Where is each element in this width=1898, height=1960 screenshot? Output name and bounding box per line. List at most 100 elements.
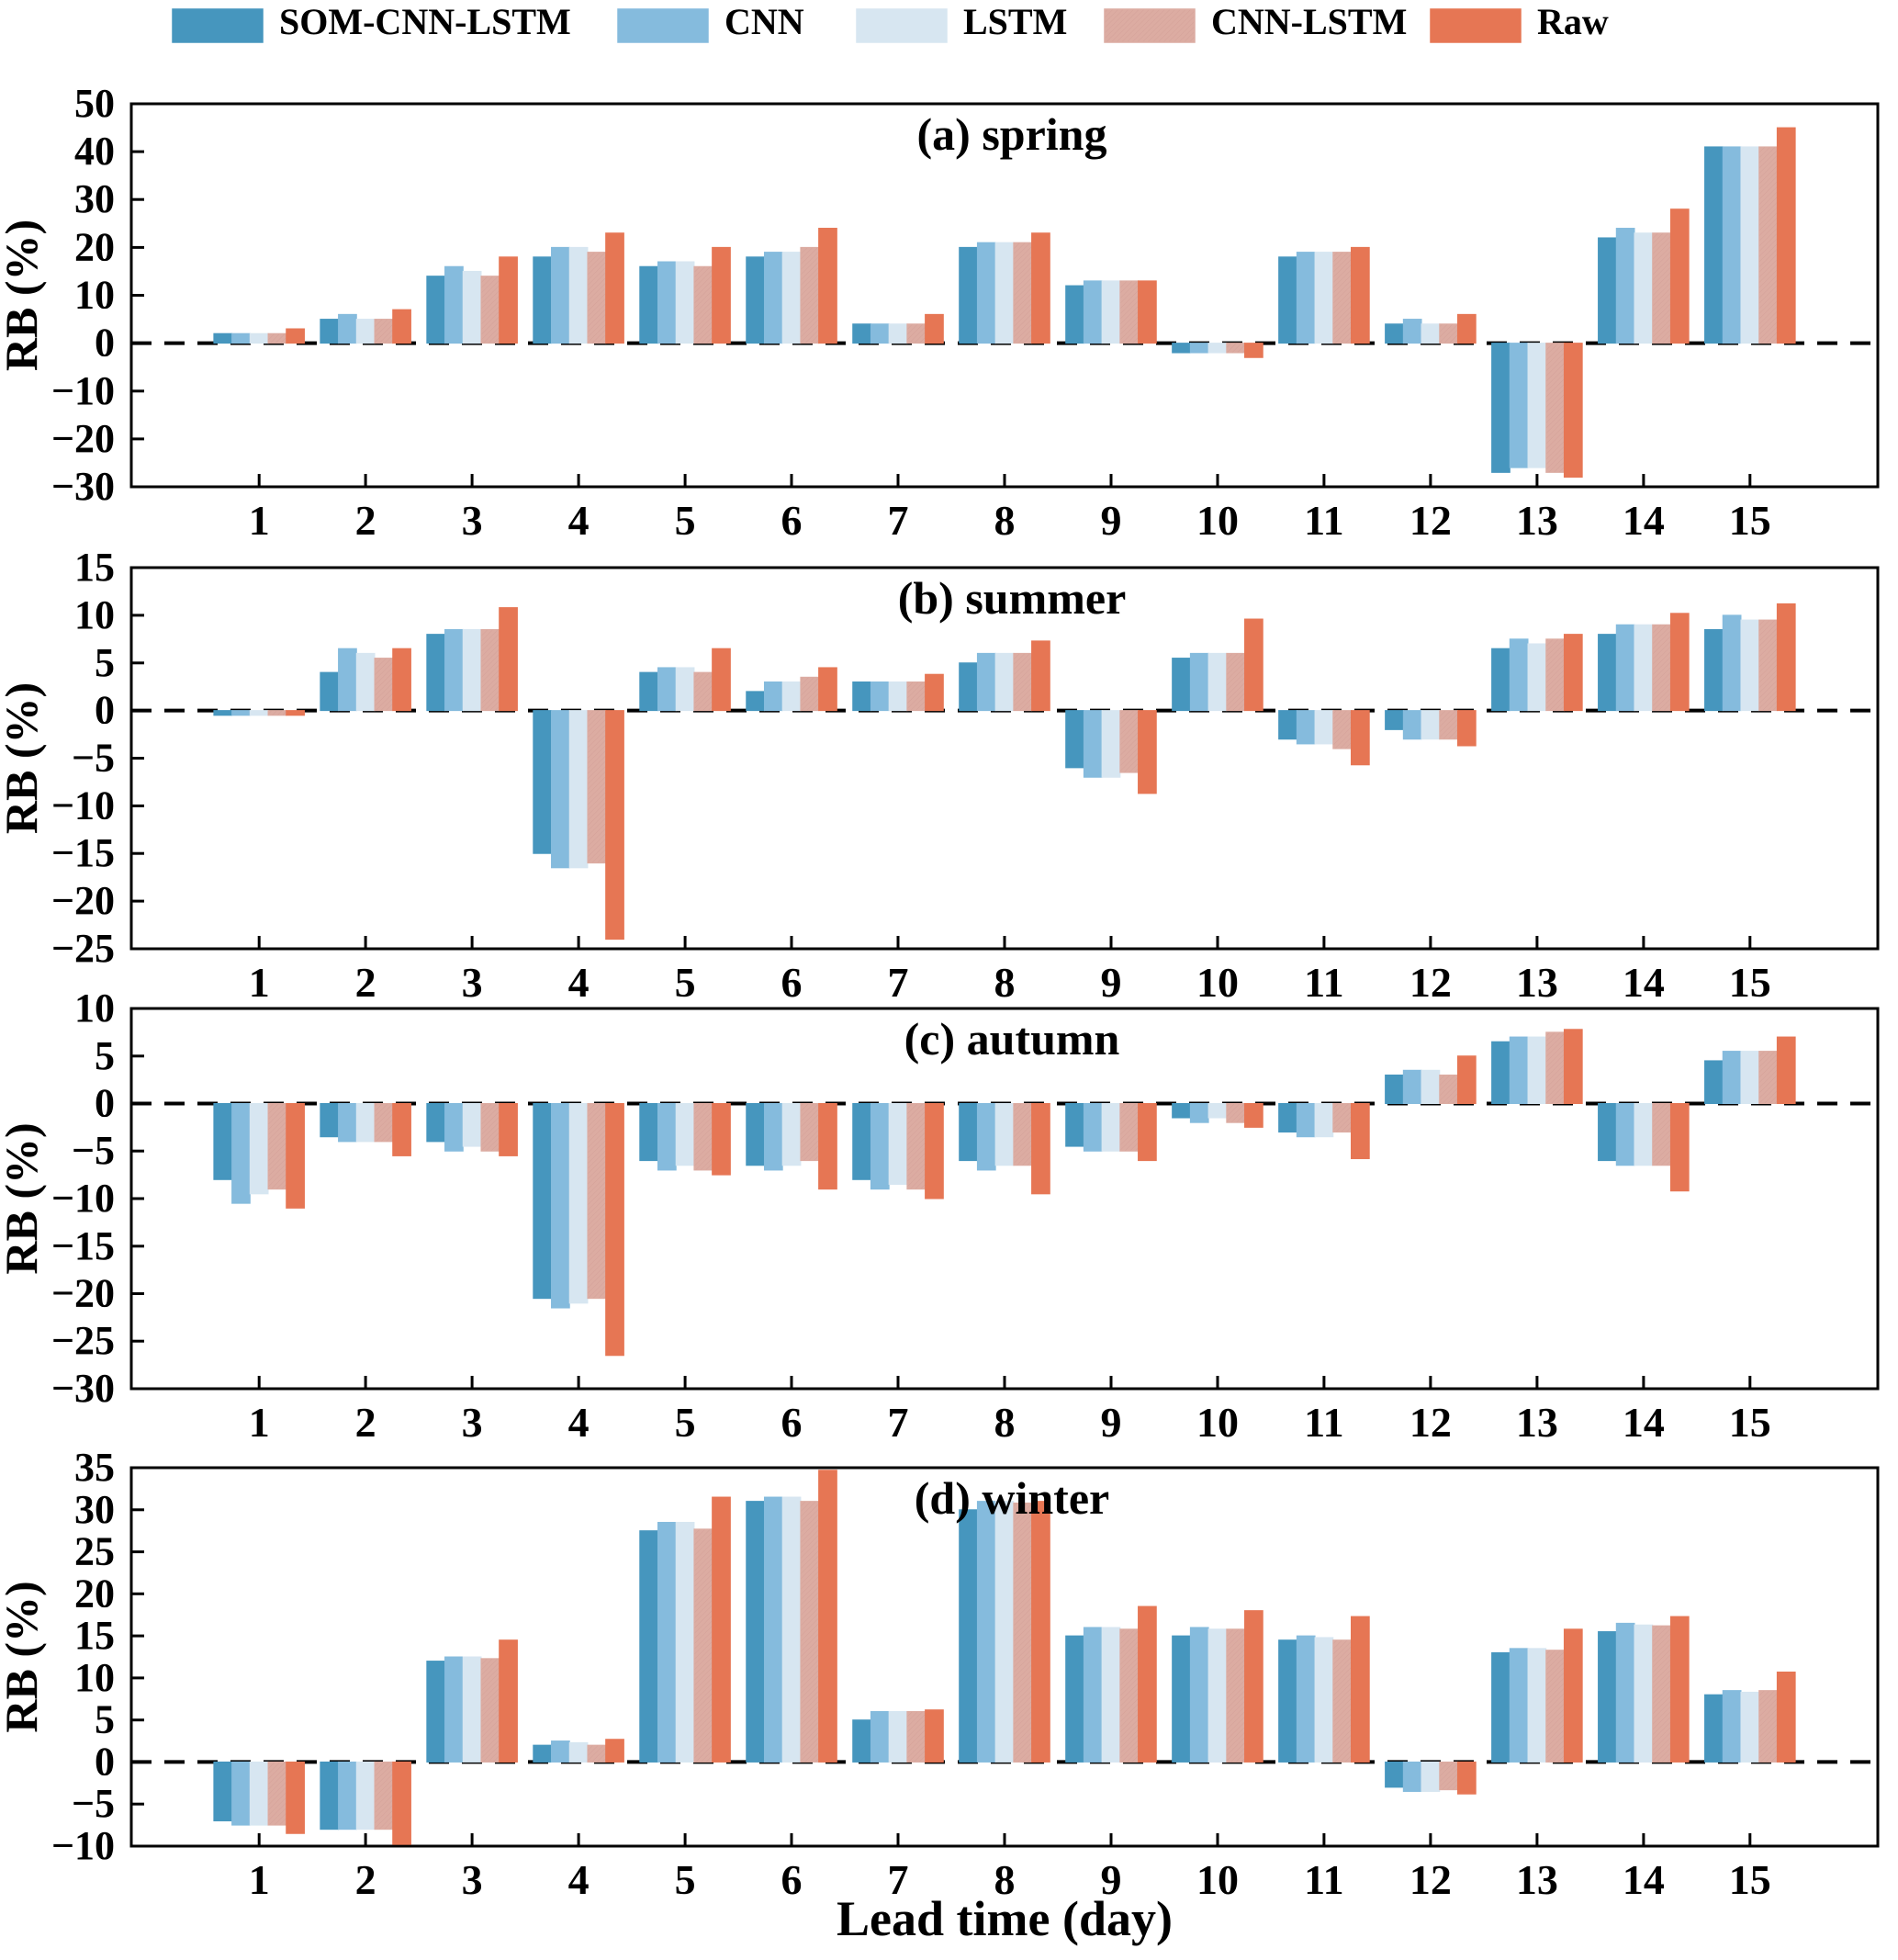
- svg-text:13: 13: [1516, 1856, 1558, 1903]
- svg-text:2: 2: [355, 1399, 376, 1446]
- svg-text:12: 12: [1409, 497, 1452, 544]
- svg-text:5: 5: [675, 497, 696, 544]
- svg-text:12: 12: [1409, 1856, 1452, 1903]
- svg-text:15: 15: [1729, 1399, 1771, 1446]
- svg-text:9: 9: [1101, 1399, 1122, 1446]
- svg-text:14: 14: [1623, 497, 1665, 544]
- svg-text:1: 1: [249, 497, 270, 544]
- svg-text:4: 4: [568, 1399, 590, 1446]
- svg-text:1: 1: [249, 959, 270, 1006]
- svg-text:13: 13: [1516, 497, 1558, 544]
- svg-text:40: 40: [74, 129, 115, 174]
- svg-text:−10: −10: [51, 783, 115, 828]
- svg-text:4: 4: [568, 959, 590, 1006]
- svg-text:8: 8: [994, 497, 1016, 544]
- svg-text:5: 5: [95, 640, 115, 685]
- svg-text:2: 2: [355, 959, 376, 1006]
- svg-text:6: 6: [781, 959, 803, 1006]
- svg-text:6: 6: [781, 497, 803, 544]
- svg-text:10: 10: [74, 592, 115, 637]
- svg-text:1: 1: [249, 1399, 270, 1446]
- svg-text:0: 0: [95, 321, 115, 366]
- svg-text:10: 10: [1196, 497, 1239, 544]
- svg-text:−5: −5: [72, 1781, 115, 1826]
- svg-text:5: 5: [675, 1399, 696, 1446]
- svg-text:15: 15: [74, 545, 115, 590]
- svg-text:−5: −5: [72, 736, 115, 781]
- svg-text:7: 7: [888, 497, 909, 544]
- svg-text:RB (%): RB (%): [0, 1122, 47, 1274]
- svg-text:5: 5: [675, 959, 696, 1006]
- svg-text:−20: −20: [51, 416, 115, 461]
- svg-text:5: 5: [95, 1033, 115, 1078]
- svg-text:−5: −5: [72, 1128, 115, 1173]
- svg-text:35: 35: [74, 1445, 115, 1490]
- svg-text:10: 10: [74, 1655, 115, 1700]
- svg-text:20: 20: [74, 1571, 115, 1616]
- svg-text:11: 11: [1304, 1399, 1343, 1446]
- svg-text:7: 7: [888, 1399, 909, 1446]
- svg-text:3: 3: [462, 1399, 483, 1446]
- svg-text:−15: −15: [51, 1223, 115, 1268]
- svg-text:RB (%): RB (%): [0, 220, 47, 371]
- svg-text:0: 0: [95, 1081, 115, 1126]
- svg-text:6: 6: [781, 1856, 803, 1903]
- svg-text:RB (%): RB (%): [0, 682, 47, 834]
- svg-text:7: 7: [888, 959, 909, 1006]
- svg-text:12: 12: [1409, 1399, 1452, 1446]
- svg-text:10: 10: [1196, 1856, 1239, 1903]
- svg-text:10: 10: [74, 986, 115, 1031]
- svg-text:−25: −25: [51, 926, 115, 971]
- svg-text:0: 0: [95, 688, 115, 733]
- svg-text:10: 10: [1196, 959, 1239, 1006]
- svg-text:13: 13: [1516, 1399, 1558, 1446]
- svg-text:12: 12: [1409, 959, 1452, 1006]
- svg-text:(d) winter: (d) winter: [915, 1472, 1109, 1524]
- svg-text:CNN-LSTM: CNN-LSTM: [1211, 1, 1407, 42]
- svg-text:14: 14: [1623, 1856, 1665, 1903]
- svg-text:9: 9: [1101, 959, 1122, 1006]
- svg-text:15: 15: [74, 1613, 115, 1658]
- svg-text:(a) spring: (a) spring: [917, 108, 1107, 160]
- svg-text:2: 2: [355, 497, 376, 544]
- svg-text:15: 15: [1729, 1856, 1771, 1903]
- svg-text:4: 4: [568, 1856, 590, 1903]
- svg-text:−25: −25: [51, 1318, 115, 1363]
- svg-text:LSTM: LSTM: [963, 1, 1067, 42]
- svg-text:0: 0: [95, 1739, 115, 1784]
- svg-text:11: 11: [1304, 1856, 1343, 1903]
- svg-text:2: 2: [355, 1856, 376, 1903]
- svg-text:9: 9: [1101, 497, 1122, 544]
- svg-text:−10: −10: [51, 368, 115, 413]
- svg-text:(c) autumn: (c) autumn: [904, 1013, 1120, 1064]
- svg-text:−10: −10: [51, 1823, 115, 1868]
- svg-text:−20: −20: [51, 1271, 115, 1316]
- svg-text:−20: −20: [51, 878, 115, 923]
- svg-text:RB (%): RB (%): [0, 1581, 47, 1732]
- svg-text:5: 5: [675, 1856, 696, 1903]
- svg-text:30: 30: [74, 1487, 115, 1532]
- svg-text:(b) summer: (b) summer: [898, 572, 1127, 624]
- svg-text:15: 15: [1729, 497, 1771, 544]
- svg-text:4: 4: [568, 497, 590, 544]
- svg-text:10: 10: [1196, 1399, 1239, 1446]
- svg-text:−10: −10: [51, 1176, 115, 1221]
- svg-text:25: 25: [74, 1529, 115, 1574]
- svg-text:3: 3: [462, 959, 483, 1006]
- svg-text:Lead time (day): Lead time (day): [837, 1891, 1173, 1946]
- svg-text:3: 3: [462, 1856, 483, 1903]
- svg-text:5: 5: [95, 1697, 115, 1742]
- svg-text:20: 20: [74, 224, 115, 269]
- svg-text:1: 1: [249, 1856, 270, 1903]
- svg-text:SOM-CNN-LSTM: SOM-CNN-LSTM: [279, 1, 571, 42]
- svg-text:CNN: CNN: [724, 1, 804, 42]
- svg-text:6: 6: [781, 1399, 803, 1446]
- svg-text:14: 14: [1623, 959, 1665, 1006]
- svg-text:11: 11: [1304, 959, 1343, 1006]
- svg-text:Raw: Raw: [1537, 1, 1609, 42]
- svg-text:30: 30: [74, 176, 115, 221]
- svg-text:11: 11: [1304, 497, 1343, 544]
- svg-text:10: 10: [74, 273, 115, 318]
- svg-text:13: 13: [1516, 959, 1558, 1006]
- svg-text:−30: −30: [51, 464, 115, 509]
